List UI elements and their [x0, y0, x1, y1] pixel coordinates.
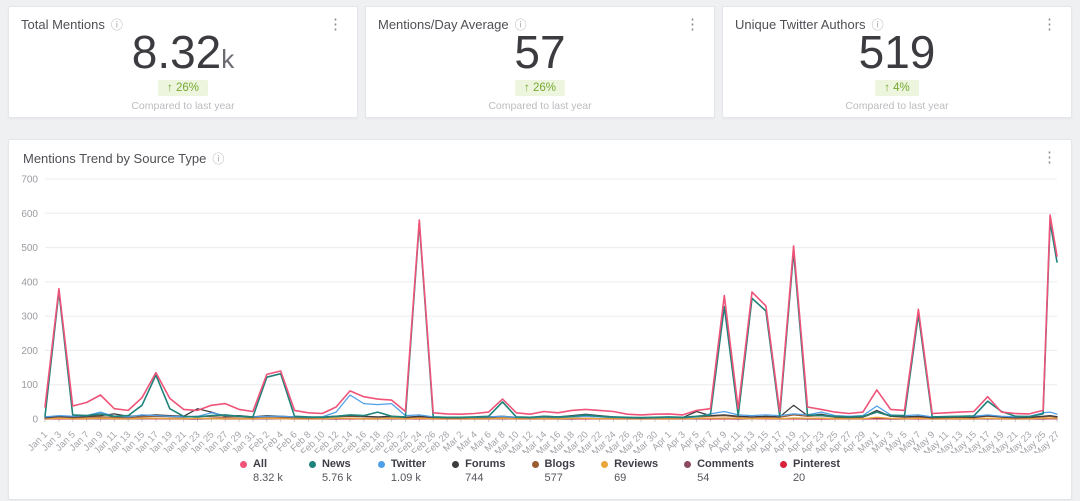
compare-label: Compared to last year	[131, 99, 235, 112]
change-badge: ↑ 26%	[515, 79, 565, 96]
kpi-card-mentions-day-average: Mentions/Day Average ⓘ ⋮ 57 ↑ 26% Compar…	[365, 6, 715, 118]
kpi-title: Unique Twitter Authors	[735, 17, 866, 32]
kpi-card-header: Unique Twitter Authors ⓘ	[735, 17, 1059, 32]
svg-text:300: 300	[21, 312, 38, 323]
chart-legend: All 8.32 k News 5.76 k Twitter 1.09 k Forums 74…	[17, 458, 1063, 484]
kebab-menu-button[interactable]: ⋮	[685, 16, 700, 33]
kpi-title: Total Mentions	[21, 17, 105, 32]
legend-label: All	[252, 458, 268, 470]
chart-header: Mentions Trend by Source Type ⓘ	[17, 149, 1063, 168]
legend-dot-icon	[239, 460, 247, 468]
y-axis-labels: 0 100 200 300 400 500 600 700	[21, 175, 38, 426]
series-line-reviews	[44, 416, 1058, 420]
legend-item-twitter[interactable]: Twitter 1.09 k	[377, 458, 427, 484]
legend-item-all[interactable]: All 8.32 k	[239, 458, 283, 484]
legend-value: 69	[614, 472, 627, 484]
grid-lines	[45, 178, 1057, 420]
legend-item-blogs[interactable]: Blogs 577	[531, 458, 576, 484]
legend-item-reviews[interactable]: Reviews 69	[601, 458, 658, 484]
legend-label: Forums	[465, 458, 506, 470]
series-line-news	[44, 221, 1058, 419]
info-icon[interactable]: ⓘ	[514, 17, 527, 32]
legend-item-news[interactable]: News 5.76 k	[308, 458, 352, 484]
legend-dot-icon	[452, 460, 460, 468]
legend-item-comments[interactable]: Comments 54	[684, 458, 754, 484]
svg-text:200: 200	[21, 346, 38, 357]
svg-text:100: 100	[21, 380, 38, 391]
kpi-row: Total Mentions ⓘ ⋮ 8.32k ↑ 26% Compared …	[0, 0, 1080, 118]
kpi-card-header: Total Mentions ⓘ	[21, 17, 345, 32]
info-icon[interactable]: ⓘ	[212, 151, 225, 166]
kpi-value-number: 57	[514, 26, 566, 78]
legend-dot-icon	[308, 460, 316, 468]
compare-label: Compared to last year	[488, 99, 592, 112]
mentions-trend-card: Mentions Trend by Source Type ⓘ ⋮ 0 100 20…	[8, 139, 1072, 500]
kpi-value-suffix: k	[221, 44, 235, 74]
kpi-value: 57	[378, 26, 702, 78]
svg-text:700: 700	[21, 175, 38, 186]
legend-value: 744	[465, 472, 484, 484]
legend-value: 577	[544, 472, 563, 484]
legend-label: Pinterest	[792, 458, 841, 470]
kpi-value: 8.32k	[21, 26, 345, 78]
series-line-all	[44, 214, 1058, 416]
legend-dot-icon	[779, 460, 787, 468]
kpi-card-unique-twitter-authors: Unique Twitter Authors ⓘ ⋮ 519 ↑ 4% Comp…	[722, 6, 1072, 118]
chart-title: Mentions Trend by Source Type	[23, 151, 207, 166]
legend-label: Blogs	[544, 458, 576, 470]
kpi-card-total-mentions: Total Mentions ⓘ ⋮ 8.32k ↑ 26% Compared …	[8, 6, 358, 118]
kebab-menu-button[interactable]: ⋮	[328, 16, 343, 33]
legend-dot-icon	[601, 460, 609, 468]
svg-text:0: 0	[32, 415, 38, 426]
legend-label: Twitter	[390, 458, 427, 470]
kebab-menu-button[interactable]: ⋮	[1042, 16, 1057, 33]
legend-value: 54	[697, 472, 710, 484]
change-badge: ↑ 4%	[875, 79, 919, 96]
compare-label: Compared to last year	[845, 99, 949, 112]
kpi-value: 519	[735, 26, 1059, 78]
kpi-value-number: 519	[858, 26, 936, 78]
legend-item-pinterest[interactable]: Pinterest 20	[779, 458, 841, 484]
svg-text:600: 600	[21, 209, 38, 220]
svg-text:500: 500	[21, 243, 38, 254]
info-icon[interactable]: ⓘ	[110, 17, 123, 32]
kpi-value-number: 8.32	[131, 26, 222, 78]
info-icon[interactable]: ⓘ	[871, 17, 884, 32]
kpi-title: Mentions/Day Average	[378, 17, 509, 32]
legend-label: News	[321, 458, 351, 470]
trend-chart[interactable]: 0 100 200 300 400 500 600 700 Jan 1 Jan 3 Jan 5 Jan…	[17, 170, 1063, 460]
legend-dot-icon	[531, 460, 539, 468]
kpi-card-header: Mentions/Day Average ⓘ	[378, 17, 702, 32]
legend-value: 8.32 k	[252, 472, 283, 484]
legend-dot-icon	[377, 460, 385, 468]
legend-label: Comments	[697, 458, 754, 470]
change-badge: ↑ 26%	[158, 79, 208, 96]
legend-dot-icon	[684, 460, 692, 468]
legend-value: 20	[792, 472, 806, 484]
legend-label: Reviews	[614, 458, 659, 470]
svg-text:400: 400	[21, 277, 38, 288]
kebab-menu-button[interactable]: ⋮	[1042, 149, 1057, 166]
legend-value: 5.76 k	[321, 472, 352, 484]
legend-value: 1.09 k	[390, 472, 421, 484]
legend-item-forums[interactable]: Forums 744	[452, 458, 506, 484]
